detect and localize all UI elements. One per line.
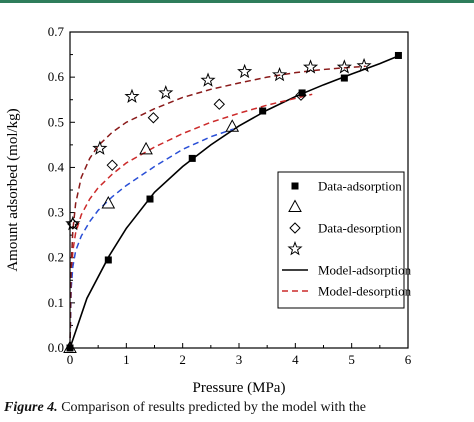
isotherm-chart: 0 1 2 3 4 5 6 0.0 0.1 0.2 0.3 0.4 0.5 0.6 0.7 Data-ads… — [5, 24, 412, 396]
triangle-marker — [63, 340, 77, 353]
legend-label: Model-desorption — [318, 284, 412, 299]
legend-label: Data-desorption — [318, 221, 402, 236]
model-desorption-line — [69, 128, 234, 349]
caption-label: Figure 4. — [4, 400, 58, 415]
square-marker — [291, 182, 299, 190]
diamond-marker — [213, 98, 225, 110]
diamond-marker — [147, 112, 160, 124]
square-marker — [394, 51, 402, 59]
x-tick-label: 6 — [405, 352, 412, 367]
triangle-marker — [288, 199, 302, 212]
legend: Data-adsorption Data-desorption Model-adso… — [277, 171, 412, 309]
diamond-marker — [289, 222, 301, 234]
legend-label: Model-adsorption — [318, 263, 412, 278]
x-tick-label: 2 — [179, 352, 186, 367]
axis-layer: 0 1 2 3 4 5 6 0.0 0.1 0.2 0.3 0.4 0.5 0.6 0.7 — [48, 24, 412, 367]
x-tick-label: 1 — [123, 352, 130, 367]
y-axis-label: Amount adsorbed (mol/kg) — [5, 108, 21, 271]
data-points — [63, 51, 402, 353]
star-marker — [158, 84, 174, 100]
y-tick-label: 0.2 — [48, 250, 64, 265]
star-marker — [200, 72, 216, 87]
square-marker — [104, 256, 112, 264]
x-tick-label: 5 — [348, 352, 355, 367]
plot-frame — [69, 31, 409, 349]
y-tick-label: 0.1 — [48, 295, 64, 310]
triangle-marker — [101, 195, 116, 209]
diamond-marker — [106, 159, 118, 171]
square-marker — [259, 107, 267, 115]
star-marker — [356, 57, 372, 73]
y-tick-label: 0.0 — [48, 340, 64, 355]
caption-text: Comparison of results predicted by the m… — [57, 400, 367, 415]
x-tick-label: 0 — [67, 352, 74, 367]
legend-label: Data-adsorption — [318, 179, 402, 194]
star-marker — [237, 63, 253, 79]
model-desorption-line — [69, 93, 313, 349]
x-tick-label: 3 — [236, 352, 243, 367]
x-tick-label: 4 — [292, 352, 299, 367]
figure-caption: Figure 4. Comparison of results predicte… — [4, 400, 474, 422]
square-marker — [188, 154, 196, 162]
legend-box — [277, 171, 405, 309]
y-tick-label: 0.3 — [48, 205, 64, 220]
star-marker — [124, 88, 140, 103]
model-desorption-line — [69, 65, 366, 349]
y-tick-label: 0.6 — [48, 69, 65, 84]
y-tick-label: 0.4 — [48, 159, 65, 174]
x-axis-label: Pressure (MPa) — [193, 380, 286, 396]
triangle-marker — [139, 141, 153, 155]
square-marker — [146, 195, 154, 203]
star-marker — [65, 215, 81, 231]
square-marker — [298, 89, 306, 97]
y-tick-label: 0.5 — [48, 114, 64, 129]
triangle-marker — [225, 119, 240, 132]
square-marker — [340, 74, 348, 82]
star-marker — [302, 59, 319, 74]
star-marker — [336, 59, 352, 74]
page-top-rule — [0, 0, 474, 3]
star-marker — [92, 140, 108, 155]
diamond-marker — [295, 89, 307, 101]
y-tick-label: 0.7 — [48, 24, 65, 39]
star-marker — [272, 66, 288, 82]
star-marker — [287, 241, 303, 256]
